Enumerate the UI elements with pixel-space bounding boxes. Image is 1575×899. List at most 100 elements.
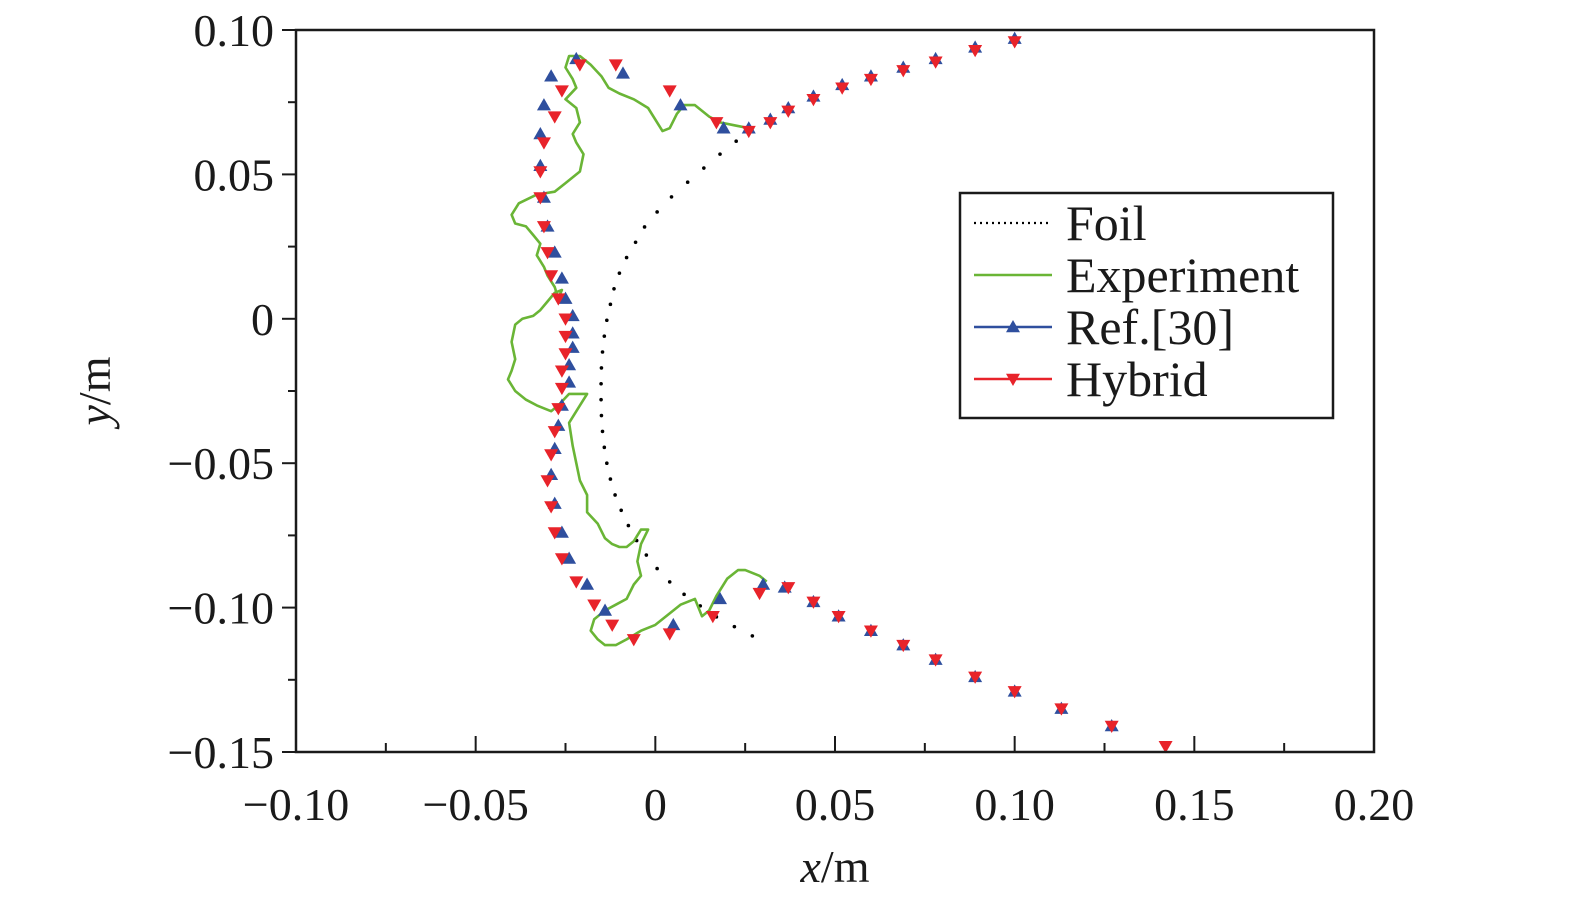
hybrid-point [781,105,796,118]
hybrid-point [569,576,584,589]
x-tick-label: 0.15 [1154,779,1235,830]
hybrid-point [587,599,602,612]
hybrid-point [608,59,623,72]
hybrid-point [928,654,943,667]
hybrid-point [705,611,720,624]
hybrid-point [928,56,943,69]
ref-30-point [544,69,559,82]
y-tick-label: 0 [251,294,274,345]
x-axis-unit: /m [821,841,870,892]
hybrid-point [626,634,641,647]
legend-item-ref-30: Ref.[30] [974,299,1234,355]
foil-point [608,477,613,481]
x-tick-label: −0.10 [243,779,349,830]
hybrid-point [863,73,878,87]
y-tick-label: 0.05 [194,149,275,200]
hybrid-point [1054,703,1069,716]
ref-30-point [716,121,731,134]
hybrid-point [662,628,677,641]
foil-point [600,429,605,434]
foil-point [702,166,706,170]
ref-30-point [580,577,595,590]
y-tick-label: −0.10 [168,583,274,634]
series-experiment [506,54,768,647]
hybrid-point [709,117,724,130]
legend-label: Hybrid [1066,351,1208,407]
hybrid-point [572,59,587,72]
foil-point [633,240,638,245]
hybrid-point [558,348,573,361]
hybrid-point [968,44,983,58]
foil-point [608,302,613,307]
legend-marker [1006,373,1020,386]
legend-item-foil: Foil [974,195,1147,251]
legend-label: Foil [1066,195,1147,251]
hybrid-point [551,293,566,306]
foil-point [612,286,616,291]
ref-30-point [562,551,577,564]
hybrid-point [831,611,846,624]
ref-30-point [547,245,562,258]
hybrid-point [558,313,573,326]
x-axis-title: x/m [800,841,870,892]
hybrid-point [547,426,562,439]
hybrid-point [752,587,767,601]
foil-point [750,634,755,638]
hybrid-point [1007,36,1022,49]
hybrid-point [896,639,911,653]
hybrid-point [554,553,569,566]
foil-point [605,461,609,466]
ref-30-point [554,271,569,284]
hybrid-point [554,382,569,396]
foil-point [605,318,609,323]
hybrid-point [662,85,677,98]
foil-point [655,566,659,571]
foil-point [626,523,631,528]
foil-point [644,553,649,557]
hybrid-point [781,582,796,595]
hybrid-point [536,137,551,150]
legend-item-experiment: Experiment [974,247,1299,303]
ref-30-point [713,591,728,605]
legend-item-hybrid: Hybrid [974,351,1208,407]
y-axis-unit: /m [69,356,120,405]
hybrid-point [544,449,559,462]
ref-30-point [558,291,573,304]
hybrid-point [554,85,569,98]
y-axis-title: y/m [69,356,120,429]
hybrid-point [806,94,821,107]
x-tick-label: 0.05 [795,779,876,830]
hybrid-point [558,330,573,344]
hybrid-point [605,619,620,632]
plot-layer [506,31,1173,754]
ref-30-point [554,525,569,538]
foil-point [624,255,629,260]
hybrid-point [835,82,850,95]
hybrid-point [547,527,562,540]
hybrid-point [741,125,756,139]
foil-point [718,152,722,156]
foil-point [599,413,604,418]
hybrid-point [896,65,911,78]
foil-point [682,592,686,597]
foil-point [599,381,603,386]
hybrid-point [1007,686,1022,699]
labels-layer: −0.10 −0.05 0 0.05 0.10 0.15 0.20 0.10 0.05 0 −0.0… [168,5,1415,830]
y-tick-label: −0.05 [168,438,274,489]
hybrid-point [1104,720,1119,734]
foil-point [667,580,672,584]
foil-point [669,195,674,199]
experiment-line [506,54,768,647]
legend-box [958,191,1335,420]
foil-point [734,139,738,143]
x-tick-label: −0.05 [422,779,528,830]
ref-30-point [615,66,630,79]
ref-30-point [533,126,548,140]
hybrid-point [968,671,983,684]
foil-point [685,180,690,184]
y-tick-label: −0.15 [168,727,274,778]
ref-30-point [666,617,681,631]
x-tick-label: 0 [644,779,667,830]
series-foil [599,126,755,638]
hybrid-point [540,475,555,488]
